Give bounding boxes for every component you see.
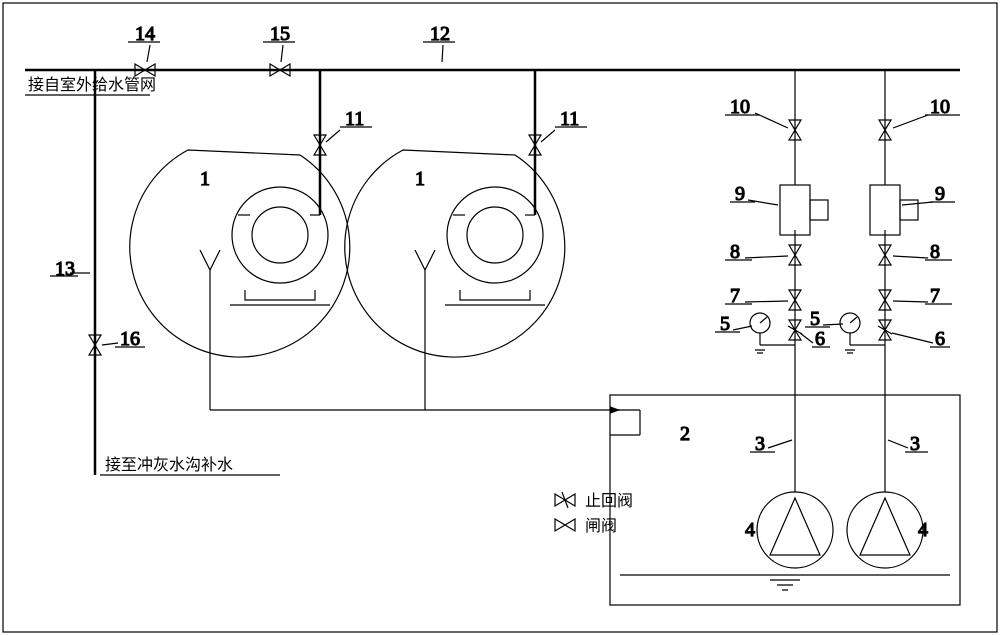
- lbl-4a: 4: [745, 519, 755, 541]
- legend-gate-text: 闸阀: [585, 517, 617, 535]
- gauge-5b: [840, 313, 885, 353]
- device-9b: [870, 185, 918, 235]
- device-9a: [780, 185, 828, 235]
- pump-4a: [757, 492, 833, 568]
- engineering-diagram: 接自室外给水管网 接至冲灰水沟补水: [0, 0, 1000, 635]
- legend: 止回阀 闸阀: [555, 492, 633, 535]
- legend-check-text: 止回阀: [585, 492, 633, 510]
- outlet-text: 接至冲灰水沟补水: [105, 456, 233, 474]
- lbl-1b: 1: [415, 168, 425, 190]
- lbl-13: 13: [55, 258, 75, 280]
- fan-2: [345, 150, 565, 410]
- pump-4b: [847, 492, 923, 568]
- lbl-1a: 1: [200, 168, 210, 190]
- lbl-4b: 4: [918, 519, 928, 541]
- lbl-2: 2: [680, 423, 690, 445]
- gauge-5a: [750, 313, 795, 353]
- inlet-text: 接自室外给水管网: [28, 76, 156, 94]
- fan-1: [130, 150, 350, 410]
